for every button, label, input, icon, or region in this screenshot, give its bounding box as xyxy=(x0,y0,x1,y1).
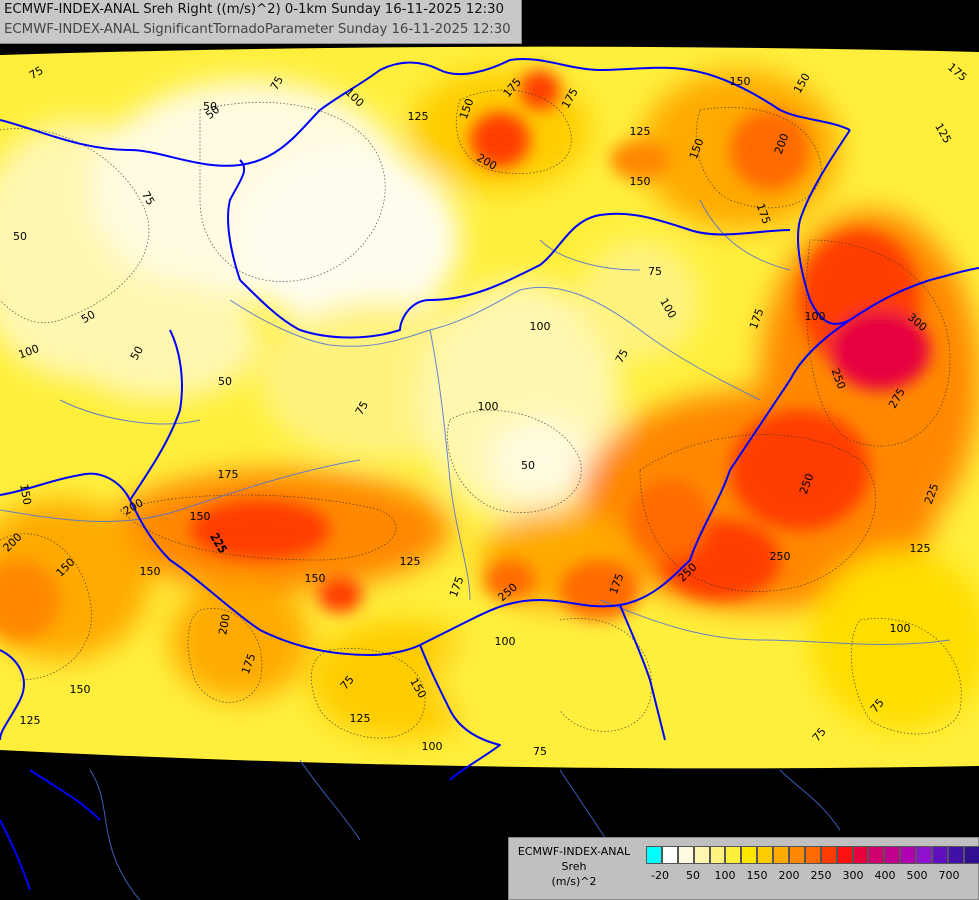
contour-label: 125 xyxy=(408,110,429,123)
contour-label: 200 xyxy=(216,613,232,636)
legend-swatch xyxy=(725,846,742,864)
contour-label: 75 xyxy=(613,347,631,366)
legend-unit: (m/s)^2 xyxy=(551,875,597,888)
legend-swatch xyxy=(789,846,805,864)
contour-label: 125 xyxy=(630,125,651,138)
contour-label: 250 xyxy=(770,550,791,563)
legend-ticks: -20 50 100 150 200 250 300 400 500 700 xyxy=(646,869,976,885)
legend-model-name: ECMWF-INDEX-ANAL xyxy=(517,845,631,858)
title-line-1: ECMWF-INDEX-ANAL Sreh Right ((m/s)^2) 0-… xyxy=(4,2,504,17)
legend-swatch xyxy=(661,846,678,864)
legend-field-name: Sreh xyxy=(561,860,587,873)
contour-label: 75 xyxy=(268,74,286,93)
legend-label: ECMWF-INDEX-ANAL Sreh (m/s)^2 xyxy=(509,844,639,889)
legend-tick-label: -20 xyxy=(651,869,669,882)
legend-swatches xyxy=(646,846,979,864)
contour-label: 125 xyxy=(400,555,421,568)
contour-label: 50 xyxy=(128,344,146,363)
contour-label: 75 xyxy=(648,265,662,278)
legend-swatch xyxy=(900,846,917,864)
contour-label: 100 xyxy=(495,635,516,648)
contour-label: 150 xyxy=(305,572,326,585)
contour-label: 150 xyxy=(70,683,91,696)
legend-swatch xyxy=(852,846,869,864)
contour-label: 50 xyxy=(218,375,232,388)
contour-label: 150 xyxy=(140,565,161,578)
contour-label: 50 xyxy=(79,308,98,326)
legend-tick-label: 50 xyxy=(686,869,700,882)
contour-label: 75 xyxy=(139,189,157,208)
contour-label: 100 xyxy=(478,400,499,413)
color-legend: ECMWF-INDEX-ANAL Sreh (m/s)^2 -20 50 100 15… xyxy=(508,837,979,900)
contour-label: 50 xyxy=(203,100,217,113)
contour-label: 100 xyxy=(890,622,911,635)
legend-swatch xyxy=(932,846,948,864)
title-panel: ECMWF-INDEX-ANAL Sreh Right ((m/s)^2) 0-… xyxy=(0,0,522,44)
contour-label: 100 xyxy=(422,740,443,753)
contour-label: 75 xyxy=(27,64,46,82)
legend-swatch xyxy=(947,846,964,864)
contour-label: 125 xyxy=(20,714,41,727)
contour-label: 50 xyxy=(521,459,535,472)
field-fill xyxy=(0,46,979,769)
legend-swatch xyxy=(916,846,933,864)
legend-swatch xyxy=(836,846,853,864)
legend-tick-label: 100 xyxy=(714,869,736,882)
legend-tick-label: 400 xyxy=(874,869,896,882)
legend-swatch xyxy=(820,846,837,864)
legend-tick-label: 500 xyxy=(906,869,928,882)
legend-tick-label: 250 xyxy=(810,869,832,882)
legend-swatch xyxy=(804,846,821,864)
contour-label: 150 xyxy=(630,175,651,188)
legend-swatch xyxy=(963,846,979,864)
contour-label: 100 xyxy=(805,310,826,323)
legend-swatch xyxy=(868,846,885,864)
legend-tick-label: 700 xyxy=(938,869,960,882)
legend-tick-label: 150 xyxy=(746,869,768,882)
rivers xyxy=(0,199,951,900)
contour-label: 125 xyxy=(910,542,931,555)
contour-label: 150 xyxy=(730,75,751,88)
legend-swatch xyxy=(709,846,726,864)
legend-tick-label: 200 xyxy=(778,869,800,882)
legend-swatch xyxy=(757,846,774,864)
contour-label: 75 xyxy=(353,399,371,418)
legend-swatch xyxy=(677,846,694,864)
title-line-2: ECMWF-INDEX-ANAL SignificantTornadoParam… xyxy=(4,22,511,37)
legend-tick-label: 300 xyxy=(842,869,864,882)
contour-label: 150 xyxy=(190,510,211,523)
contour-label: 75 xyxy=(533,745,547,758)
contour-label: 175 xyxy=(218,468,239,481)
legend-swatch xyxy=(646,846,662,864)
legend-swatch xyxy=(741,846,758,864)
contour-label: 100 xyxy=(530,320,551,333)
contour-label: 50 xyxy=(13,230,27,243)
legend-swatch xyxy=(884,846,901,864)
contour-label: 125 xyxy=(350,712,371,725)
legend-swatch xyxy=(693,846,710,864)
legend-swatch xyxy=(773,846,790,864)
contour-label: 150 xyxy=(17,483,33,506)
country-borders xyxy=(0,58,979,891)
